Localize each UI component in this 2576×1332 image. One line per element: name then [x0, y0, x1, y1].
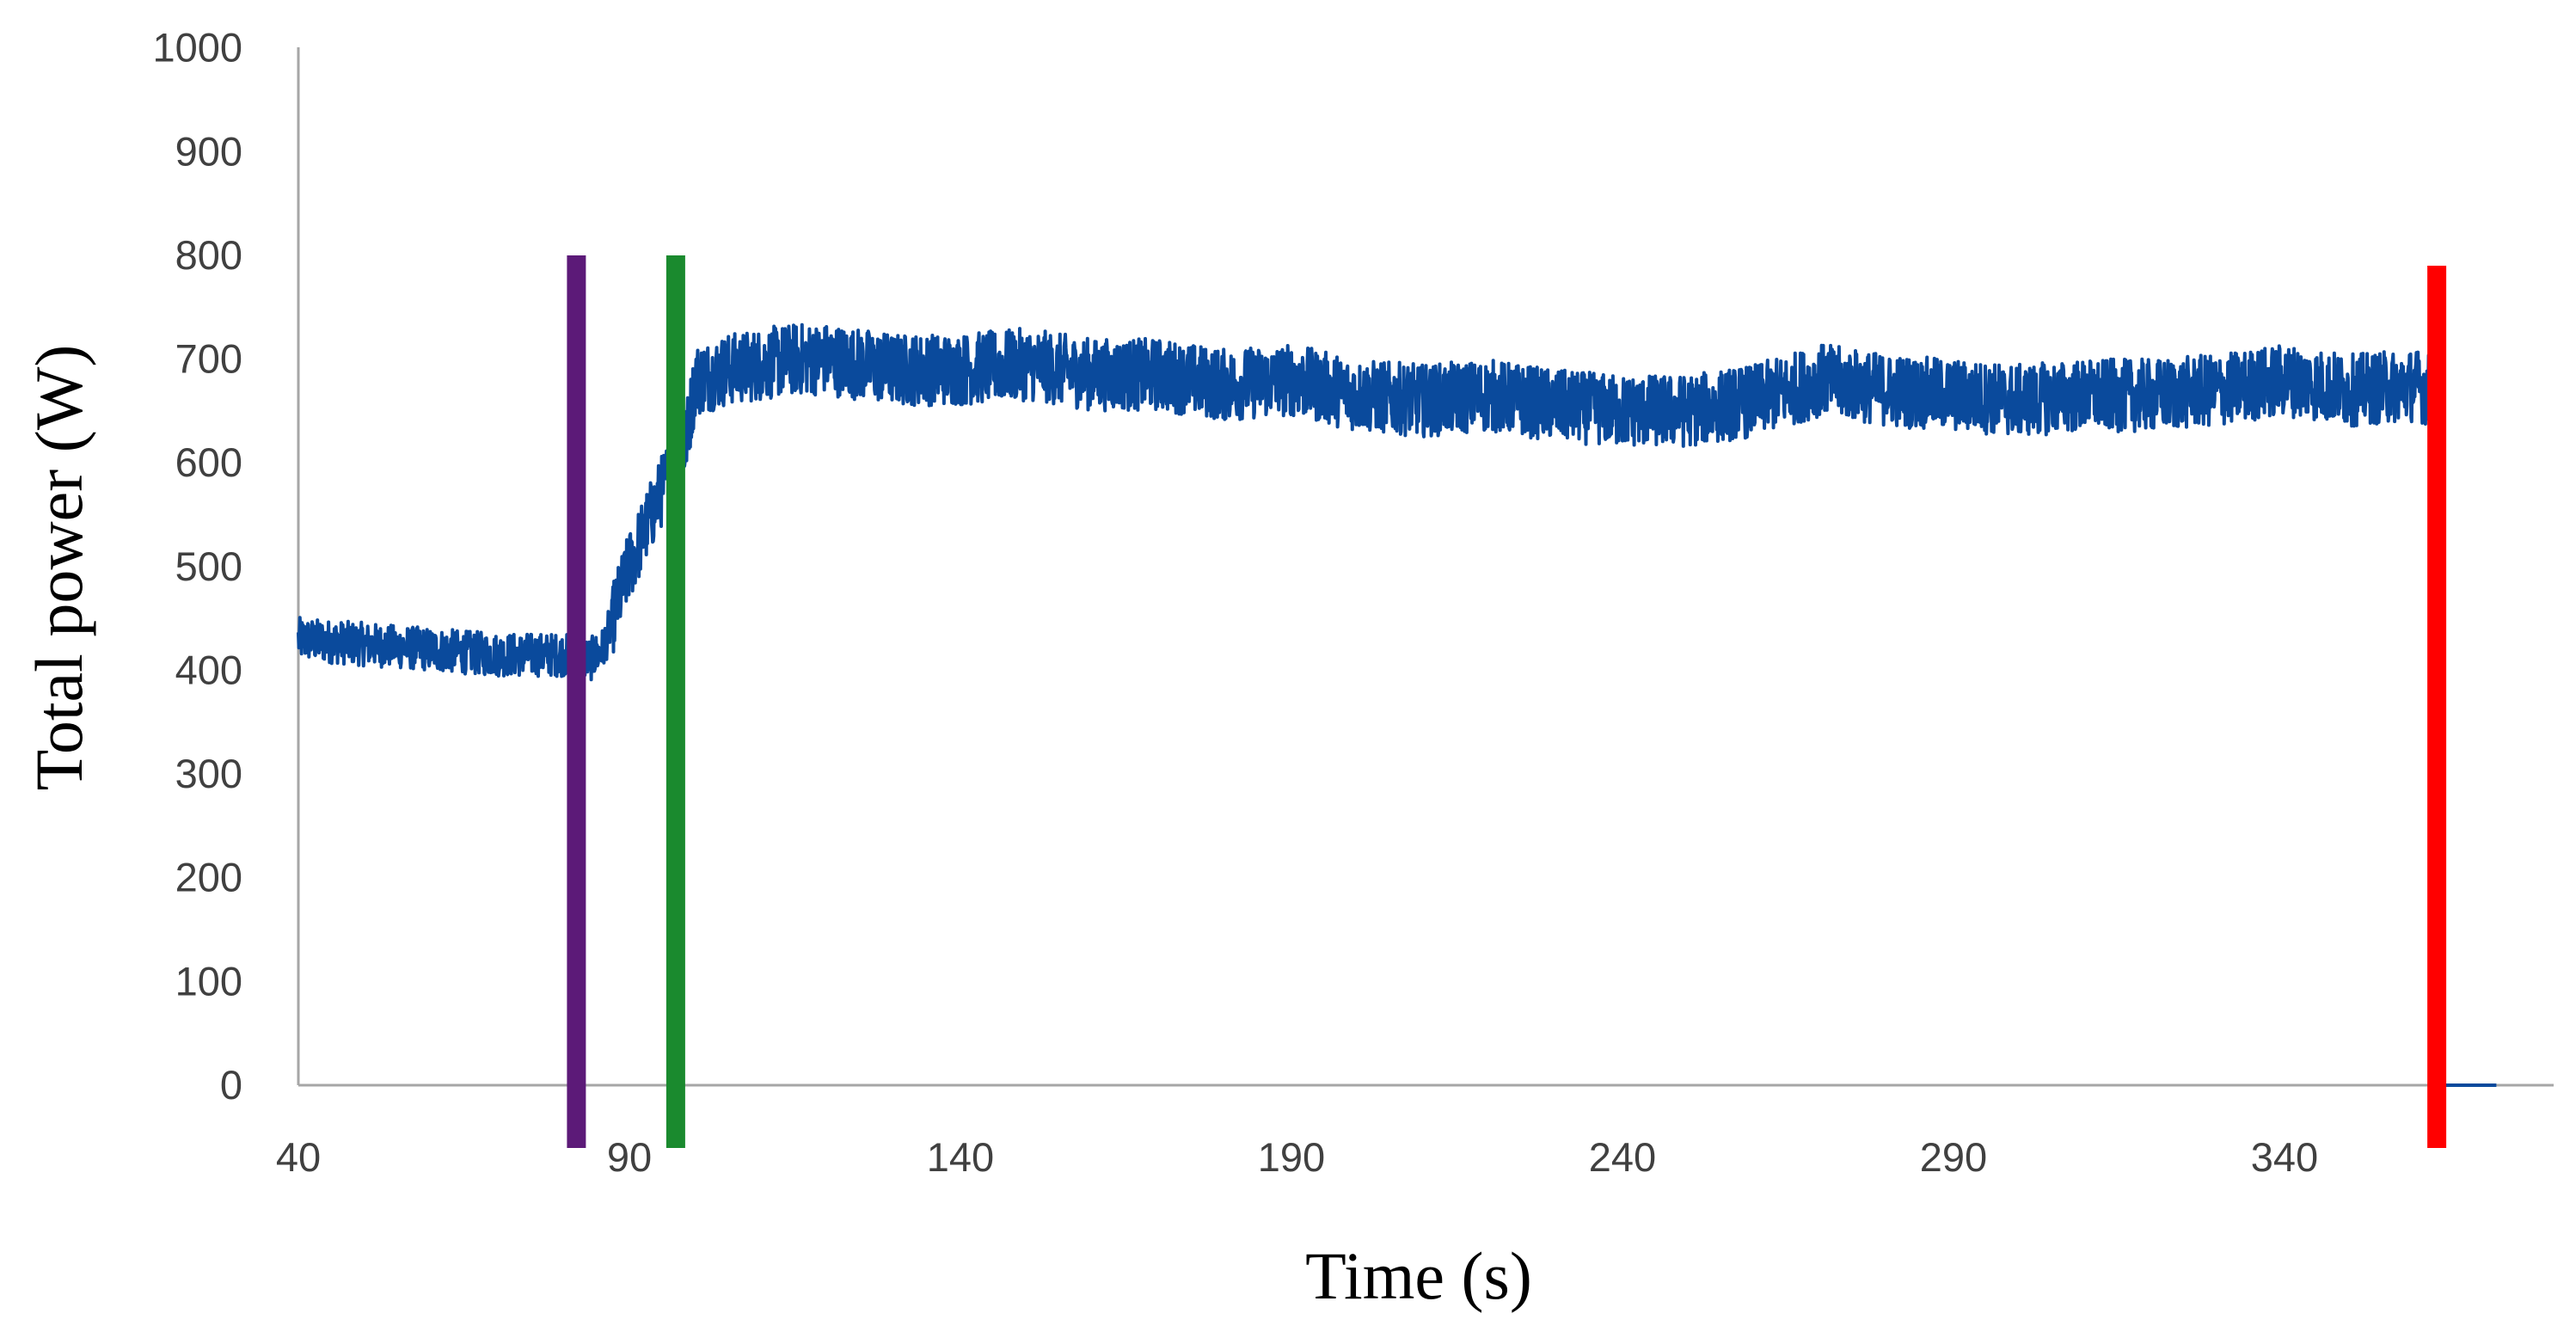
y-tick-label: 100 [175, 958, 242, 1004]
marker-lines [567, 255, 2447, 1148]
y-tick-label: 0 [220, 1062, 242, 1108]
x-tick-label: 40 [276, 1134, 321, 1180]
y-tick-label: 600 [175, 439, 242, 485]
y-tick-label: 200 [175, 855, 242, 900]
power-series-line [297, 322, 2497, 1087]
y-tick-label: 700 [175, 336, 242, 382]
x-tick-label: 190 [1258, 1134, 1325, 1180]
x-axis-title: Time (s) [1305, 1238, 1532, 1313]
x-tick-label: 90 [607, 1134, 652, 1180]
x-tick-label: 140 [927, 1134, 994, 1180]
x-tick-label: 340 [2251, 1134, 2318, 1180]
series-layer [297, 322, 2497, 1087]
y-tick-label: 300 [175, 751, 242, 796]
x-tick-label: 290 [1920, 1134, 1987, 1180]
y-tick-label: 900 [175, 128, 242, 174]
y-tick-labels: 0 100 200 300 400 500 600 700 800 900 1000 [152, 25, 242, 1108]
x-tick-labels: 40 90 140 190 240 290 340 [276, 1134, 2318, 1180]
y-tick-label: 400 [175, 647, 242, 692]
y-tick-label: 800 [175, 232, 242, 278]
y-axis-title: Total power (W) [21, 345, 96, 791]
y-tick-label: 1000 [152, 25, 242, 71]
x-tick-label: 240 [1589, 1134, 1656, 1180]
y-tick-label: 500 [175, 543, 242, 589]
